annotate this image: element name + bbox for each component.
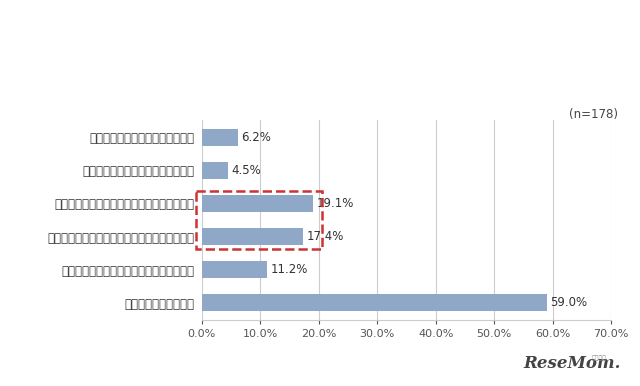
Bar [202,129,238,146]
Text: リサマム: リサマム [592,356,607,361]
Bar [202,195,314,212]
Text: 17.4%: 17.4% [307,230,344,243]
Text: 4.5%: 4.5% [232,164,261,177]
Bar [202,162,228,179]
Text: (n=178): (n=178) [568,108,618,121]
Bar [202,261,267,278]
Text: 19.1%: 19.1% [317,197,355,210]
Text: ReseMom.: ReseMom. [524,356,621,372]
Text: 59.0%: 59.0% [550,296,588,309]
Text: 6.2%: 6.2% [241,131,271,144]
Bar [202,294,547,311]
Text: 地方留学で進学した地域に対する意識（経験者調査）: 地方留学で進学した地域に対する意識（経験者調査） [28,68,238,83]
Bar [202,228,303,245]
Text: 11.2%: 11.2% [271,263,308,276]
